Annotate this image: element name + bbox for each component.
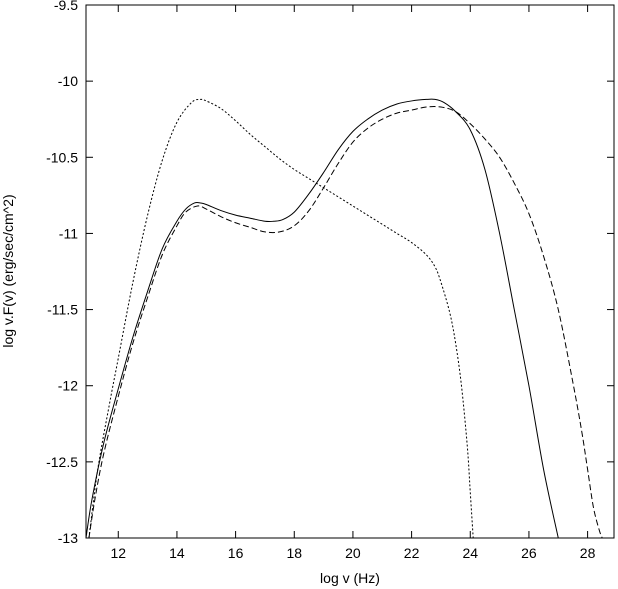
series-line-dashed [88, 106, 603, 539]
y-tick-label: -10 [58, 73, 78, 89]
y-tick-label: -12.5 [46, 454, 78, 470]
x-axis-label: log v (Hz) [320, 570, 380, 586]
y-tick-label: -11 [59, 225, 78, 241]
x-tick-label: 22 [404, 545, 420, 561]
x-tick-label: 20 [345, 545, 361, 561]
series-layer [85, 98, 603, 539]
x-tick-label: 26 [521, 545, 537, 561]
y-axis-label: log v.F(v) (erg/sec/cm^2) [0, 194, 16, 347]
x-tick-label: 12 [110, 545, 126, 561]
tick-layer: 12 14 16 18 20 22 24 26 28 -13 -12.5 -12 -11.5 -11 -10… [46, 0, 614, 561]
y-tick-label: -10.5 [46, 149, 78, 165]
plot-area [85, 4, 615, 539]
y-tick-label: -12 [58, 378, 78, 394]
x-tick-label: 28 [580, 545, 596, 561]
x-tick-label: 24 [462, 545, 478, 561]
y-tick-label: -13 [58, 530, 78, 546]
x-tick-label: 16 [228, 545, 244, 561]
x-tick-label: 14 [169, 545, 185, 561]
series-line-dotted [88, 98, 474, 539]
x-tick-label: 18 [286, 545, 302, 561]
y-tick-label: -9.5 [54, 0, 78, 13]
series-line-solid [85, 98, 559, 539]
y-tick-label: -11.5 [47, 302, 78, 318]
